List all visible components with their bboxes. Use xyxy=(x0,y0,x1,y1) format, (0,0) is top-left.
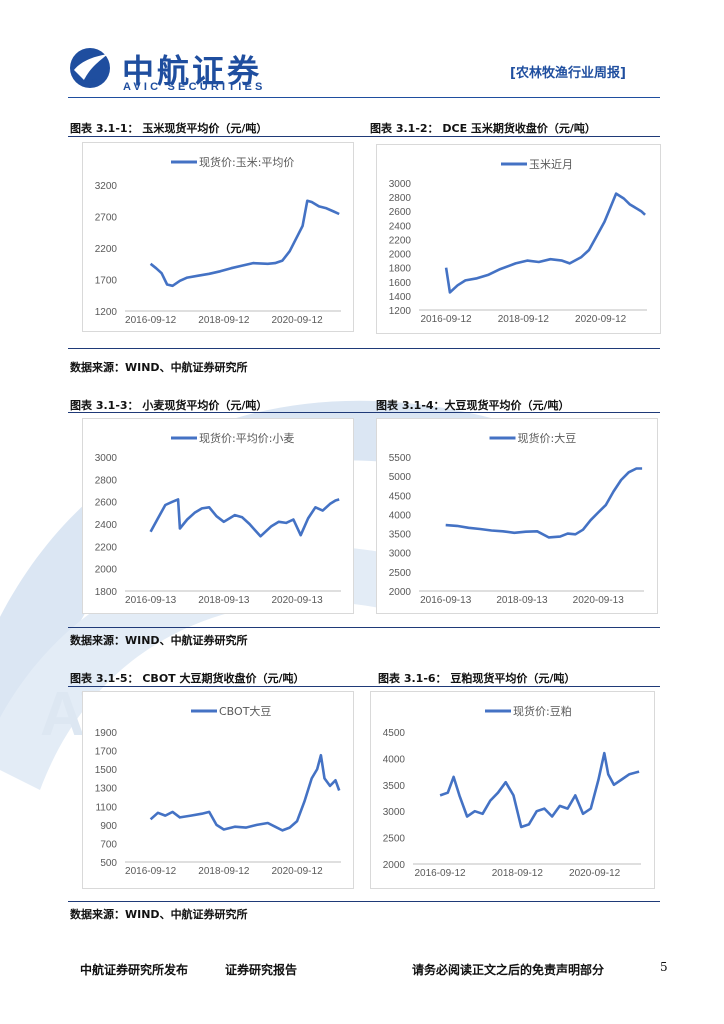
y-tick-label: 900 xyxy=(100,821,117,832)
series-line xyxy=(439,751,640,829)
y-tick-label: 2000 xyxy=(95,565,118,576)
y-tick-label: 2200 xyxy=(95,244,118,255)
y-tick-label: 1500 xyxy=(95,765,118,776)
series-line xyxy=(149,753,341,832)
y-tick-label: 2700 xyxy=(95,213,118,224)
y-tick-label: 3000 xyxy=(383,807,406,818)
figure-title: 图表 3.1-4：大豆现货平均价（元/吨） xyxy=(376,399,570,412)
x-tick-label: 2020-09-12 xyxy=(575,314,627,325)
legend-label: 现货价:平均价:小麦 xyxy=(199,431,294,445)
y-tick-label: 3500 xyxy=(383,781,406,792)
y-tick-label: 3000 xyxy=(95,453,118,464)
y-tick-label: 2500 xyxy=(383,834,406,845)
y-tick-label: 3500 xyxy=(389,530,412,541)
figure-title: 图表 3.1-2： DCE 玉米期货收盘价（元/吨） xyxy=(370,122,596,135)
y-tick-label: 1200 xyxy=(389,306,412,317)
avic-logo-icon: AVIC xyxy=(70,48,110,88)
y-tick-label: 1700 xyxy=(95,276,118,287)
chart-cbot-soybean: CBOT大豆 500 700 900 1100 1300 1500 1700 1900 2016-… xyxy=(82,691,354,889)
footer-disclaimer: 请务必阅读正文之后的免责声明部分 xyxy=(412,963,605,977)
chart-corn-spot: 现货价:玉米:平均价 1200 1700 2200 2700 3200 2016-09-12… xyxy=(82,142,354,332)
y-tick-label: 700 xyxy=(100,839,117,850)
page-number: 5 xyxy=(660,960,668,974)
x-tick-label: 2018-09-12 xyxy=(198,866,250,877)
series-line xyxy=(445,467,643,539)
y-tick-label: 1100 xyxy=(95,802,117,813)
legend-label: 现货价:玉米:平均价 xyxy=(199,155,294,169)
y-tick-label: 2600 xyxy=(95,498,118,509)
y-tick-label: 2200 xyxy=(389,235,412,246)
y-tick-label: 2400 xyxy=(95,520,118,531)
y-tick-label: 2500 xyxy=(389,568,412,579)
x-tick-label: 2018-09-13 xyxy=(198,595,250,606)
y-tick-label: 1700 xyxy=(95,747,118,758)
y-tick-label: 1800 xyxy=(95,587,118,598)
x-tick-label: 2020-09-12 xyxy=(569,868,621,879)
x-tick-label: 2016-09-12 xyxy=(125,866,177,877)
y-tick-label: 3000 xyxy=(389,179,412,190)
x-tick-label: 2020-09-12 xyxy=(271,866,323,877)
brand-subtitle: AVIC SECURITIES xyxy=(123,81,266,93)
legend-label: 现货价:豆粕 xyxy=(513,704,572,718)
x-tick-label: 2018-09-12 xyxy=(498,314,550,325)
y-tick-label: 1600 xyxy=(389,278,412,289)
x-tick-label: 2016-09-13 xyxy=(125,595,177,606)
y-tick-label: 2200 xyxy=(95,542,118,553)
y-tick-label: 4500 xyxy=(389,491,412,502)
y-tick-label: 1900 xyxy=(95,728,118,739)
chart-soybean-spot: 现货价:大豆 2000 2500 3000 3500 4000 4500 5000 5500 20… xyxy=(376,418,658,614)
figure-title: 图表 3.1-6： 豆粕现货平均价（元/吨） xyxy=(378,672,576,685)
x-tick-label: 2020-09-13 xyxy=(573,595,625,606)
legend-label: 玉米近月 xyxy=(529,158,573,171)
y-tick-label: 2800 xyxy=(389,193,412,204)
legend-label: 现货价:大豆 xyxy=(518,431,577,445)
y-tick-label: 2000 xyxy=(383,860,406,871)
chart-dce-corn-futures: 玉米近月 1200 1400 1600 1800 2000 2200 2400 2600 2800… xyxy=(376,144,661,334)
y-tick-label: 4000 xyxy=(389,510,412,521)
y-tick-label: 4500 xyxy=(383,728,406,739)
svg-text:AVIC: AVIC xyxy=(83,79,98,85)
source-note: 数据来源：WIND、中航证券研究所 xyxy=(70,634,248,647)
footer-report-type: 证券研究报告 xyxy=(225,963,298,977)
y-tick-label: 2000 xyxy=(389,250,412,261)
x-tick-label: 2016-09-12 xyxy=(420,314,472,325)
y-tick-label: 3000 xyxy=(389,549,412,560)
series-line xyxy=(149,498,340,538)
y-tick-label: 2400 xyxy=(389,221,412,232)
footer-publisher: 中航证券研究所发布 xyxy=(80,963,189,977)
x-tick-label: 2016-09-12 xyxy=(125,315,177,326)
chart-soymeal-spot: 现货价:豆粕 2000 2500 3000 3500 4000 4500 2016-09-12… xyxy=(370,691,655,889)
x-tick-label: 2018-09-13 xyxy=(496,595,548,606)
figure-title: 图表 3.1-3： 小麦现货平均价（元/吨） xyxy=(70,399,268,412)
y-tick-label: 2600 xyxy=(389,207,412,218)
y-tick-label: 5500 xyxy=(389,453,412,464)
series-line xyxy=(444,192,646,294)
y-tick-label: 4000 xyxy=(383,754,406,765)
x-tick-label: 2020-09-13 xyxy=(271,595,323,606)
x-tick-label: 2016-09-12 xyxy=(414,868,466,879)
chart-wheat-spot: 现货价:平均价:小麦 1800 2000 2200 2400 2600 2800 3000 20… xyxy=(82,418,354,614)
y-tick-label: 1300 xyxy=(95,784,118,795)
x-tick-label: 2016-09-13 xyxy=(420,595,472,606)
legend-label: CBOT大豆 xyxy=(219,704,271,718)
y-tick-label: 3200 xyxy=(95,181,118,192)
y-tick-label: 1400 xyxy=(389,292,412,303)
x-tick-label: 2020-09-12 xyxy=(271,315,323,326)
section-tag: [农林牧渔行业周报] xyxy=(510,66,626,81)
y-tick-label: 2800 xyxy=(95,475,118,486)
brand-name: 中航证券 xyxy=(122,52,263,90)
figure-title: 图表 3.1-1： 玉米现货平均价（元/吨） xyxy=(70,122,268,135)
y-tick-label: 500 xyxy=(100,858,117,869)
series-line xyxy=(149,199,340,288)
y-tick-label: 1800 xyxy=(389,264,412,275)
y-tick-label: 1200 xyxy=(95,307,118,318)
source-note: 数据来源：WIND、中航证券研究所 xyxy=(70,908,248,921)
y-tick-label: 5000 xyxy=(389,472,412,483)
figure-title: 图表 3.1-5： CBOT 大豆期货收盘价（元/吨） xyxy=(70,672,305,685)
y-tick-label: 2000 xyxy=(389,587,412,598)
x-tick-label: 2018-09-12 xyxy=(492,868,544,879)
source-note: 数据来源：WIND、中航证券研究所 xyxy=(70,361,248,374)
x-tick-label: 2018-09-12 xyxy=(198,315,250,326)
